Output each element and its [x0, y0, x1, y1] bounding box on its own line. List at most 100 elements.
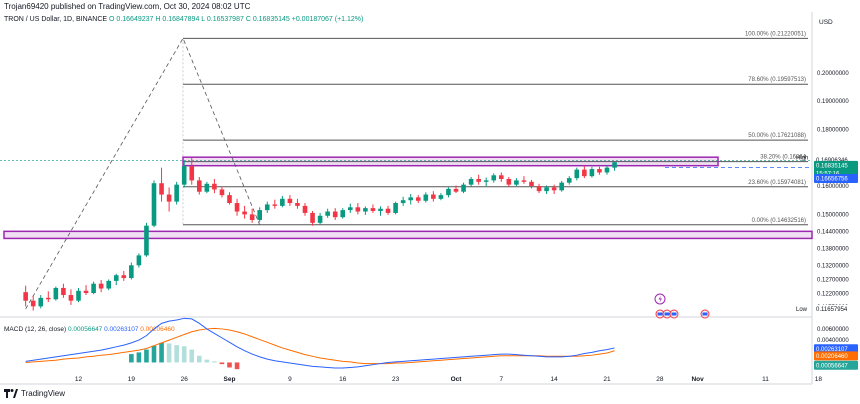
candle-body	[144, 225, 149, 256]
macd-line-value: 0.00263107	[104, 326, 139, 333]
candle-body	[325, 211, 330, 216]
y-axis-tick-label: 0.15000000	[817, 212, 849, 218]
candle-body	[612, 162, 617, 168]
candle-body	[363, 208, 368, 212]
candle-body	[53, 287, 59, 300]
x-axis-tick-label: 14	[551, 376, 559, 383]
low-value: L 0.16537987	[201, 16, 244, 23]
candle-body	[559, 182, 564, 191]
macd-signal-tag-bg	[814, 351, 858, 361]
close-value: C 0.16835145	[245, 16, 290, 23]
macd-histogram-bar	[204, 359, 210, 363]
candle-body	[136, 255, 142, 266]
macd-legend: MACD (12, 26, close) 0.00056647 0.002631…	[4, 326, 175, 333]
last-price-tag: 0.16835145	[816, 163, 848, 169]
macd-signal-value: 0.00206460	[140, 326, 175, 333]
candle-body	[121, 275, 127, 279]
candle-body	[461, 184, 466, 192]
fib-level-label: 38.20% (0.16864	[760, 155, 806, 161]
high-label: High	[796, 155, 808, 161]
x-axis-tick-label: 23	[392, 376, 400, 383]
candle-body	[113, 275, 119, 281]
candle-body	[604, 167, 610, 173]
x-axis-tick-label: 26	[181, 376, 189, 383]
candle-body	[98, 283, 104, 289]
candle-body	[491, 175, 497, 181]
candle-body	[400, 200, 406, 204]
resistance-zone	[182, 156, 719, 167]
blue-price-tag-bg	[814, 173, 858, 183]
candle-body	[212, 183, 217, 190]
last-price-tag-bg	[814, 160, 858, 170]
candle-body	[219, 189, 225, 196]
y-axis-tick-label: 0.18000000	[817, 127, 849, 133]
event-flag-stripe	[664, 312, 670, 316]
high-value: H 0.16847894	[155, 16, 200, 23]
change-value: +0.00187067 (+1.12%)	[291, 16, 364, 23]
candle-body	[76, 290, 81, 301]
macd-histogram-bar	[181, 346, 187, 363]
x-axis-tick-label: 28	[656, 376, 664, 383]
candle-body	[181, 166, 187, 185]
y-axis-tick-label: 0.20000000	[817, 71, 849, 77]
blue-price-tag: 0.16656756	[816, 176, 848, 182]
candle-body	[257, 210, 262, 221]
macd-signal-tag: 0.00206460	[816, 354, 848, 360]
candle-body	[197, 180, 202, 192]
candle-body	[242, 211, 247, 215]
candle-body	[536, 186, 542, 192]
macd-histogram-bar	[197, 355, 202, 363]
macd-hist-value: 0.00056647	[67, 326, 103, 333]
candle-body	[431, 194, 436, 199]
candle-body	[189, 166, 195, 181]
macd-line-tag-bg	[814, 344, 858, 354]
candle-body	[166, 194, 172, 202]
fib-level-label: 50.00% (0.17621088)	[748, 133, 806, 139]
y-axis-tick-label: 0.13800000	[817, 246, 849, 252]
candle-body	[129, 265, 134, 279]
low-price-tag-bg	[814, 304, 858, 314]
candle-body	[280, 198, 285, 206]
y-axis-tick-label: 0.14400000	[817, 229, 849, 235]
macd-signal-line	[25, 327, 615, 365]
high-price-tag: 0.16906346	[816, 158, 848, 164]
x-axis-tick-label: Sep	[224, 376, 236, 383]
candle-body	[204, 183, 210, 192]
candle-body	[521, 180, 527, 182]
y-axis-tick-label: 0.13200000	[817, 263, 849, 269]
open-value: O 0.16649237	[109, 16, 154, 23]
candle-body	[61, 287, 66, 296]
candle-body	[159, 183, 164, 195]
candle-body	[370, 208, 376, 211]
y-axis-tick-label: 0.16000000	[817, 184, 849, 190]
candle-body	[227, 195, 232, 204]
candle-body	[506, 178, 512, 185]
candle-body	[514, 180, 519, 185]
event-flag-stripe	[657, 312, 663, 316]
x-axis-tick-label: 9	[288, 376, 292, 383]
symbol-label: TRON / US Dollar, 1D, BINANCE	[4, 16, 108, 23]
macd-histogram-bar	[136, 352, 142, 363]
x-axis-tick-label: 16	[339, 376, 347, 383]
candle-body	[529, 181, 534, 187]
tradingview-logo-icon	[4, 389, 18, 398]
candle-body	[317, 215, 323, 223]
candle-body	[544, 187, 549, 192]
candle-body	[302, 205, 308, 213]
fib-level-label: 100.00% (0.21220051)	[745, 31, 806, 37]
low-price-tag: 0.11657954	[816, 307, 848, 313]
macd-hist-tag: 0.00056647	[816, 363, 848, 369]
x-axis-tick-label: 21	[603, 376, 611, 383]
support-zone	[3, 230, 813, 240]
lightning-bolt-icon	[658, 295, 662, 303]
candle-body	[423, 194, 429, 201]
macd-histogram-bar	[227, 362, 232, 368]
candle-body	[408, 197, 413, 201]
event-flag-stripe	[671, 312, 677, 316]
candle-body	[310, 212, 315, 223]
y-axis-tick-label: 0.12200000	[817, 292, 849, 298]
candle-body	[574, 169, 580, 179]
candle-body	[378, 208, 383, 211]
candle-body	[249, 214, 255, 221]
